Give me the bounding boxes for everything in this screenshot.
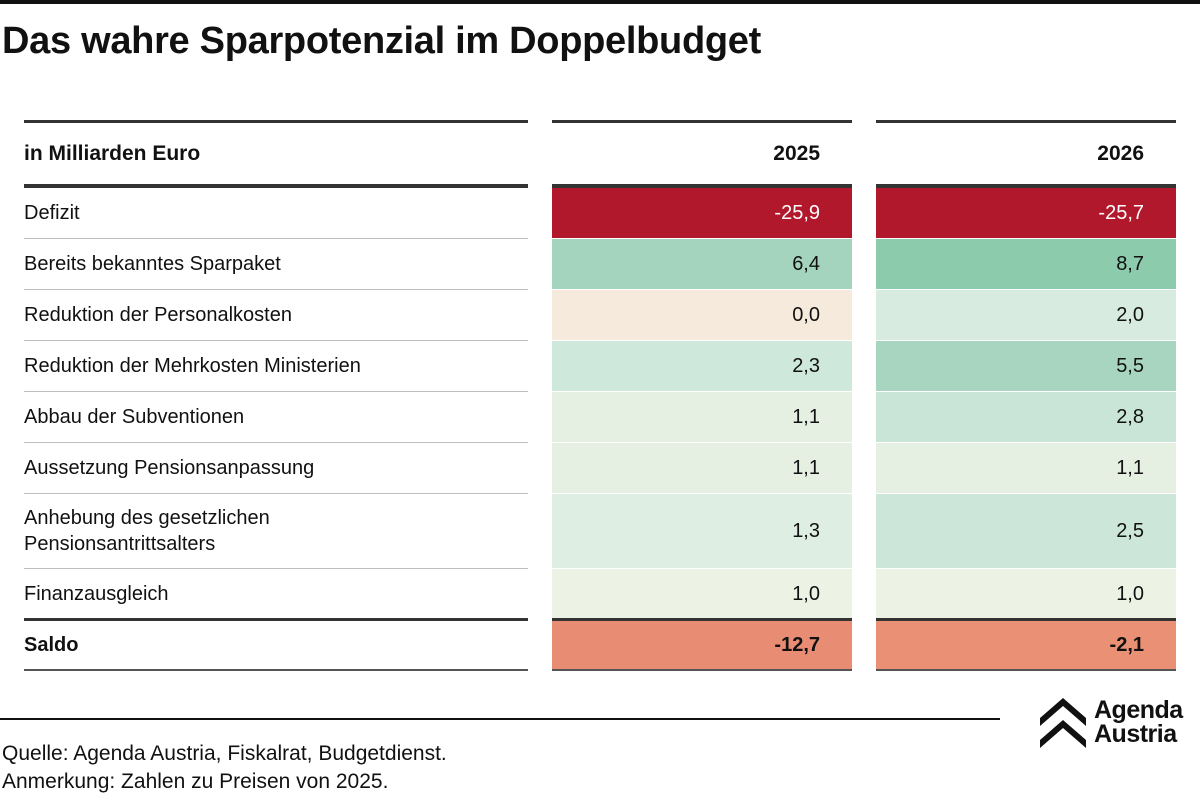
- value-cell-2025: 1,1: [552, 443, 852, 493]
- logo-line-1: Agenda: [1094, 696, 1183, 724]
- note-text: Anmerkung: Zahlen zu Preisen von 2025.: [2, 770, 389, 793]
- row-separator: [876, 238, 1176, 239]
- value-cell-2025: 2,3: [552, 341, 852, 391]
- row-label: Finanzausgleich: [24, 583, 169, 605]
- row-label: Reduktion der Mehrkosten Ministerien: [24, 355, 361, 377]
- row-separator: [876, 493, 1176, 494]
- row-label-line: Anhebung des gesetzlichen: [24, 507, 270, 529]
- table-bottom-rule: [876, 669, 1176, 671]
- top-rule: [0, 0, 1200, 4]
- row-separator: [24, 289, 528, 290]
- logo-line-2: Austria: [1094, 720, 1177, 748]
- row-separator: [24, 442, 528, 443]
- row-separator: [876, 442, 1176, 443]
- table-header-unit: in Milliarden Euro: [24, 142, 201, 165]
- header-bottom-rule: [876, 184, 1176, 188]
- header-bottom-rule: [552, 184, 852, 188]
- source-text: Quelle: Agenda Austria, Fiskalrat, Budge…: [2, 742, 447, 765]
- row-separator: [24, 391, 528, 392]
- row-separator: [552, 289, 852, 290]
- row-separator: [24, 493, 528, 494]
- value-cell-2026: -2,1: [876, 621, 1176, 669]
- row-label: Reduktion der Personalkosten: [24, 304, 292, 326]
- chevron-logo-icon: [1040, 698, 1086, 748]
- total-rule: [552, 618, 852, 621]
- row-separator: [552, 568, 852, 569]
- row-separator: [876, 340, 1176, 341]
- row-separator: [24, 238, 528, 239]
- total-rule: [24, 618, 528, 621]
- row-separator: [552, 391, 852, 392]
- row-separator: [876, 391, 1176, 392]
- row-label-lines: Anhebung des gesetzlichen Pensionsantritt…: [24, 505, 270, 557]
- row-separator: [552, 340, 852, 341]
- row-label-line: Pensionsantrittsalters: [24, 533, 216, 555]
- row-separator: [876, 568, 1176, 569]
- agenda-austria-logo: Agenda Austria: [1040, 698, 1200, 750]
- row-separator: [552, 238, 852, 239]
- value-cell-2025: -12,7: [552, 621, 852, 669]
- column-header-2026: 2026: [1097, 142, 1144, 165]
- value-cell-2026: -25,7: [876, 188, 1176, 238]
- logo-text: Agenda Austria: [1094, 696, 1183, 748]
- row-separator: [24, 340, 528, 341]
- value-cell-2026: 2,0: [876, 290, 1176, 340]
- row-label: Bereits bekanntes Sparpaket: [24, 253, 281, 275]
- value-cell-2025: -25,9: [552, 188, 852, 238]
- value-cell-2026: 2,8: [876, 392, 1176, 442]
- table-bottom-rule: [552, 669, 852, 671]
- header-top-rule: [24, 120, 528, 123]
- row-label: Saldo: [24, 634, 79, 656]
- row-separator: [552, 493, 852, 494]
- value-cell-2025: 1,3: [552, 494, 852, 568]
- value-cell-2025: 1,0: [552, 569, 852, 619]
- row-label: Defizit: [24, 202, 80, 224]
- row-label: Anhebung des gesetzlichen Pensionsantritt…: [24, 494, 524, 568]
- value-cell-2026: 2,5: [876, 494, 1176, 568]
- value-cell-2026: 5,5: [876, 341, 1176, 391]
- value-cell-2025: 1,1: [552, 392, 852, 442]
- header-top-rule: [876, 120, 1176, 123]
- header-top-rule: [552, 120, 852, 123]
- row-separator: [24, 568, 528, 569]
- row-separator: [552, 442, 852, 443]
- header-bottom-rule: [24, 184, 528, 188]
- footer-rule: [0, 718, 1000, 720]
- row-label: Aussetzung Pensionsanpassung: [24, 457, 315, 479]
- column-header-2025: 2025: [773, 142, 820, 165]
- value-cell-2026: 1,1: [876, 443, 1176, 493]
- value-cell-2026: 8,7: [876, 239, 1176, 289]
- value-cell-2026: 1,0: [876, 569, 1176, 619]
- source-note: Quelle: Agenda Austria, Fiskalrat, Budge…: [2, 740, 447, 796]
- table-bottom-rule: [24, 669, 528, 671]
- total-rule: [876, 618, 1176, 621]
- value-cell-2025: 6,4: [552, 239, 852, 289]
- page-title: Das wahre Sparpotenzial im Doppelbudget: [2, 20, 761, 62]
- row-separator: [876, 289, 1176, 290]
- value-cell-2025: 0,0: [552, 290, 852, 340]
- row-label: Abbau der Subventionen: [24, 406, 245, 428]
